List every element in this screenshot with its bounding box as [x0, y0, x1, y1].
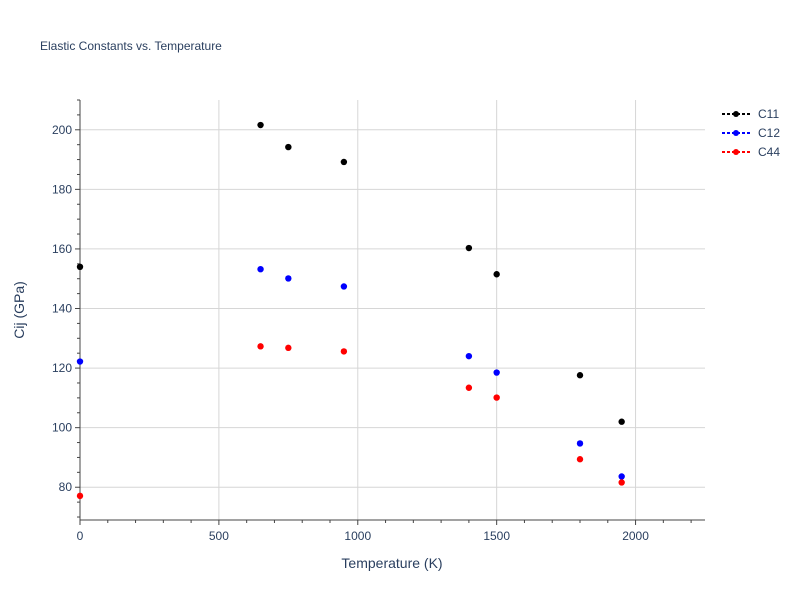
x-tick-label: 0	[77, 529, 84, 543]
data-point-c11[interactable]	[257, 121, 264, 129]
x-tick-label: 1000	[344, 529, 371, 543]
y-tick-label: 100	[52, 421, 72, 435]
data-point-c44[interactable]	[76, 492, 84, 500]
legend-item-c12[interactable]: C12	[722, 126, 780, 140]
legend-item-c44[interactable]: C44	[722, 145, 780, 159]
data-point-c12[interactable]	[257, 265, 264, 273]
data-point-c44[interactable]	[493, 394, 500, 401]
data-point-c12[interactable]	[576, 440, 584, 447]
legend-label: C11	[758, 107, 779, 121]
y-tick-label: 80	[59, 480, 73, 494]
x-tick-label: 500	[209, 529, 229, 543]
data-point-c44[interactable]	[285, 344, 292, 352]
grid	[80, 100, 705, 520]
y-tick-label: 200	[52, 123, 72, 137]
data-point-c12[interactable]	[285, 275, 292, 282]
data-point-c11[interactable]	[493, 271, 500, 278]
data-point-c11[interactable]	[576, 372, 584, 379]
x-axis-title: Temperature (K)	[341, 555, 442, 571]
data-point-c44[interactable]	[576, 456, 584, 463]
chart-title: Elastic Constants vs. Temperature	[40, 39, 222, 53]
y-tick-label: 120	[52, 361, 72, 375]
legend-marker	[733, 130, 739, 136]
legend-label: C12	[758, 126, 780, 140]
data-point-c12[interactable]	[618, 473, 625, 480]
legend-marker	[733, 149, 739, 155]
series-c44	[76, 343, 625, 500]
data-point-c12[interactable]	[465, 352, 473, 360]
x-tick-label: 1500	[483, 529, 510, 543]
data-points	[76, 121, 625, 500]
data-point-c11[interactable]	[340, 158, 348, 166]
data-point-c44[interactable]	[618, 479, 625, 486]
y-tick-label: 180	[52, 182, 72, 196]
legend-marker	[733, 111, 739, 117]
y-tick-label: 160	[52, 242, 72, 256]
legend: C11 C12 C44	[722, 107, 780, 159]
legend-item-c11[interactable]: C11	[722, 107, 779, 121]
x-tick-label: 2000	[622, 529, 649, 543]
data-point-c12[interactable]	[493, 369, 500, 376]
y-axis-title: Cij (GPa)	[11, 281, 27, 339]
data-point-c44[interactable]	[257, 343, 264, 350]
data-point-c12[interactable]	[340, 283, 348, 290]
series-c11	[76, 121, 625, 425]
series-c12	[76, 265, 625, 480]
legend-label: C44	[758, 145, 780, 159]
y-tick-label: 140	[52, 302, 72, 316]
data-point-c11[interactable]	[465, 244, 473, 252]
data-point-c11[interactable]	[76, 263, 84, 271]
data-point-c44[interactable]	[465, 384, 473, 391]
data-point-c11[interactable]	[285, 143, 292, 151]
data-point-c44[interactable]	[340, 348, 348, 355]
data-point-c11[interactable]	[618, 418, 625, 425]
data-point-c12[interactable]	[76, 358, 84, 365]
